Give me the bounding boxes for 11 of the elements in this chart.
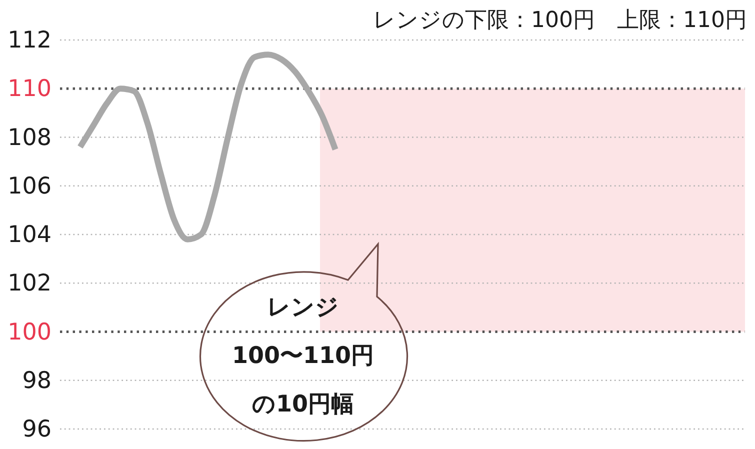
y-tick-label: 108 bbox=[8, 124, 52, 151]
y-tick-label: 112 bbox=[8, 28, 52, 54]
y-tick-label: 98 bbox=[22, 368, 52, 394]
y-tick-label: 104 bbox=[8, 222, 52, 248]
y-tick-label: 100 bbox=[8, 319, 52, 346]
text: レンジの下限：100円 上限：110円 bbox=[373, 8, 747, 33]
y-tick-label: 102 bbox=[8, 270, 52, 297]
y-tick-label: 96 bbox=[22, 416, 52, 442]
y-tick-label: 110 bbox=[8, 76, 52, 102]
annotation: レンジ100〜110円の10円幅 bbox=[232, 294, 374, 418]
y-tick-label: 106 bbox=[8, 173, 52, 200]
